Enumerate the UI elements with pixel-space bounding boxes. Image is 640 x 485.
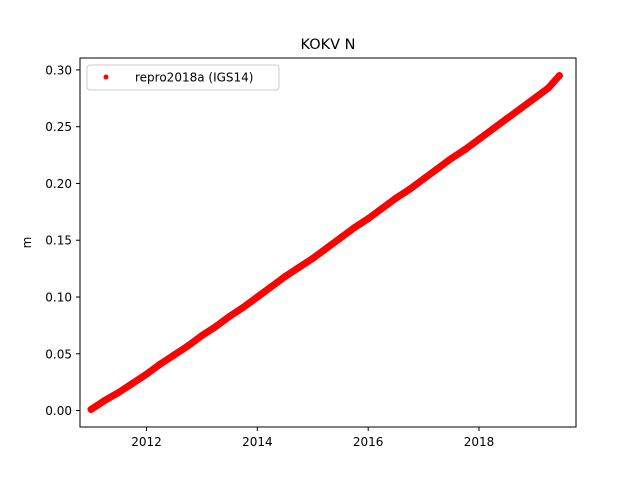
data-point <box>143 370 150 378</box>
data-point <box>281 273 289 281</box>
data-point <box>156 360 164 368</box>
x-tick-label: 2012 <box>131 435 162 449</box>
data-point <box>475 135 483 143</box>
legend-label: repro2018a (IGS14) <box>135 71 253 85</box>
legend-box <box>86 64 280 91</box>
y-tick-label: 0.25 <box>45 120 72 134</box>
data-point <box>115 388 123 396</box>
data-points <box>87 72 563 413</box>
data-point <box>517 105 525 113</box>
x-tick-label: 2018 <box>464 435 495 449</box>
data-point <box>101 396 109 404</box>
data-point <box>309 254 317 262</box>
data-point <box>323 244 331 252</box>
y-tick-label: 0.00 <box>45 404 72 418</box>
data-point <box>239 303 247 311</box>
data-point <box>129 379 137 387</box>
data-point <box>87 405 95 413</box>
x-tick-label: 2016 <box>353 435 384 449</box>
data-point <box>184 342 192 350</box>
legend: repro2018a (IGS14) <box>86 64 280 91</box>
data-point <box>170 351 178 359</box>
data-point <box>530 94 538 102</box>
y-tick-label: 0.30 <box>45 63 72 77</box>
data-point <box>406 185 414 193</box>
y-tick-label: 0.15 <box>45 234 72 248</box>
data-point <box>336 234 344 242</box>
data-point <box>489 125 497 133</box>
data-point <box>212 323 220 331</box>
y-tick-label: 0.10 <box>45 290 72 304</box>
data-point <box>253 293 261 301</box>
y-axis-title: m <box>20 237 34 249</box>
data-point <box>392 194 400 202</box>
axis-ticks: 2012 2014 2016 2018 0.00 0.05 0.10 0.15 0.20 0.25… <box>45 63 494 449</box>
data-point <box>378 204 386 212</box>
data-point <box>420 175 428 183</box>
legend-marker <box>103 74 109 80</box>
x-tick-label: 2014 <box>242 435 273 449</box>
data-point <box>544 84 552 92</box>
data-point <box>226 312 234 320</box>
data-point <box>364 215 372 223</box>
y-tick-label: 0.05 <box>45 347 72 361</box>
data-point <box>267 283 275 291</box>
plot-area-frame <box>79 57 577 428</box>
y-tick-label: 0.20 <box>45 177 72 191</box>
data-point <box>433 165 441 173</box>
chart-title: KOKV N <box>300 37 355 53</box>
data-point <box>503 115 511 123</box>
data-point <box>198 332 206 340</box>
data-point <box>447 154 455 162</box>
data-point <box>295 263 303 271</box>
data-point <box>461 145 469 153</box>
data-point <box>350 224 358 232</box>
data-point <box>555 72 563 80</box>
